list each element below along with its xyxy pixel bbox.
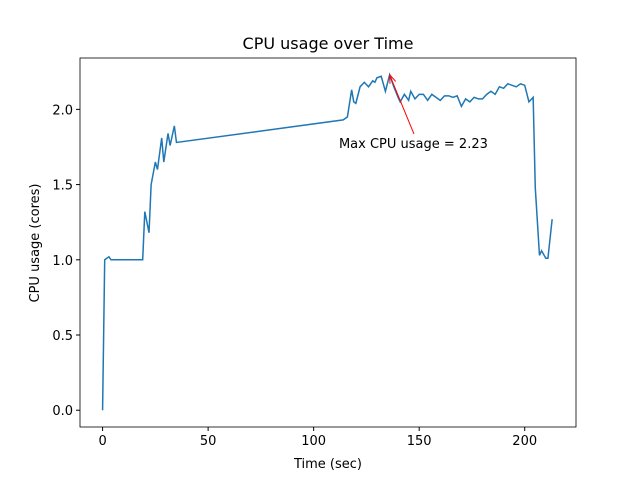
- y-tick-label: 2.0: [52, 103, 73, 118]
- plot-frame: [79, 57, 577, 428]
- y-tick-label: 1.5: [52, 179, 73, 194]
- x-tick-label: 0: [98, 434, 106, 449]
- x-axis-label: Time (sec): [293, 457, 362, 472]
- x-tick-label: 150: [407, 434, 432, 449]
- annotation-text: Max CPU usage = 2.23: [339, 137, 488, 152]
- x-tick-label: 100: [301, 434, 326, 449]
- y-tick-label: 0.0: [52, 404, 73, 419]
- x-tick-label: 50: [200, 434, 217, 449]
- y-tick-label: 0.5: [52, 329, 73, 344]
- line: [101, 72, 553, 411]
- annotation-arrow: [389, 74, 415, 135]
- chart-title: CPU usage over Time: [243, 34, 414, 53]
- y-tick-label: 1.0: [52, 254, 73, 269]
- y-axis-label: CPU usage (cores): [28, 184, 43, 303]
- annotation-arrowhead: [389, 74, 397, 84]
- x-tick-label: 200: [512, 434, 537, 449]
